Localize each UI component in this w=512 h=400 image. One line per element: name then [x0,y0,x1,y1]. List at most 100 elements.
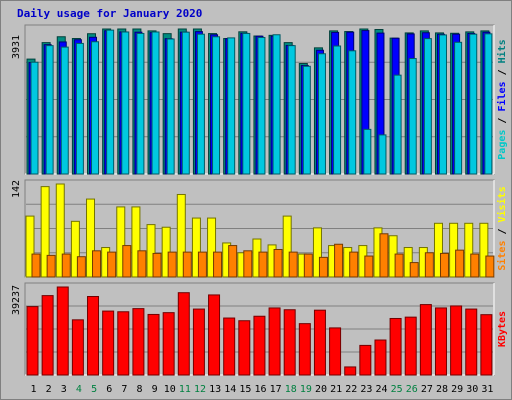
bar-kbytes-day-10 [162,312,175,376]
bar-visits-day-1 [25,215,35,278]
bar-pages-day-14 [227,37,236,175]
x-tick-label-20: 20 [315,384,327,395]
bar-visits-day-11 [176,193,186,278]
x-tick-label-12: 12 [194,384,206,395]
bar-sites-day-30 [470,253,480,278]
x-tick-label-13: 13 [209,384,221,395]
bar-sites-day-12 [197,251,207,278]
bar-sites-day-19 [303,253,313,278]
bar-kbytes-day-16 [253,315,266,376]
bar-kbytes-day-5 [87,296,100,376]
bar-sites-day-27 [424,252,434,278]
bar-visits-day-2 [40,186,50,278]
legend-part: KBytes [497,311,508,347]
y-max-label: 3931 [11,35,22,59]
bar-sites-day-6 [107,251,117,278]
bar-visits-day-20 [312,227,322,278]
bar-sites-day-16 [258,251,268,278]
bar-sites-day-29 [455,249,465,278]
x-tick-label-11: 11 [179,384,191,395]
bar-pages-day-11 [181,31,190,175]
bar-pages-day-23 [363,128,372,175]
bar-kbytes-day-20 [313,309,326,376]
bar-sites-day-1 [31,253,41,278]
bar-pages-day-8 [136,32,145,175]
series-legend-hits-files-pages: Pages / Files / Hits [496,39,508,159]
bar-sites-day-25 [394,253,404,278]
bar-sites-day-4 [76,256,86,278]
legend-part: Visits [496,186,508,222]
bar-sites-day-15 [243,250,253,278]
bar-visits-day-5 [86,198,96,278]
bar-kbytes-day-27 [419,304,432,376]
x-tick-label-4: 4 [76,384,82,395]
bar-pages-day-31 [484,33,493,175]
bar-sites-day-17 [273,248,283,278]
bar-kbytes-day-3 [56,286,69,376]
legend-part: / [497,222,508,240]
bar-sites-day-24 [379,233,389,278]
bar-kbytes-day-7 [117,311,130,376]
bar-kbytes-day-22 [344,366,357,376]
bar-visits-day-3 [55,183,65,278]
bar-pages-day-27 [423,38,432,175]
bar-pages-day-26 [408,58,417,175]
bar-kbytes-day-28 [434,307,447,376]
bar-kbytes-day-9 [147,313,160,376]
bar-pages-day-1 [30,61,39,175]
bar-pages-day-15 [242,32,251,175]
legend-part: Files [496,81,508,111]
bar-kbytes-day-24 [374,339,387,376]
x-tick-label-1: 1 [31,384,37,395]
y-max-label: 39237 [11,285,22,315]
x-tick-label-26: 26 [406,384,418,395]
bar-pages-day-7 [121,31,130,175]
x-tick-label-18: 18 [285,384,297,395]
x-tick-label-21: 21 [330,384,342,395]
bar-visits-day-7 [116,206,126,278]
bar-kbytes-day-12 [192,308,205,376]
bar-sites-day-23 [364,255,374,278]
bar-sites-day-10 [167,251,177,278]
bar-visits-day-9 [146,224,156,278]
bar-visits-day-18 [282,215,292,278]
x-tick-label-31: 31 [481,384,493,395]
bar-pages-day-17 [272,34,281,175]
bar-sites-day-7 [122,245,132,278]
x-tick-label-28: 28 [436,384,448,395]
bar-kbytes-day-14 [223,317,236,376]
bar-sites-day-8 [137,250,147,278]
x-tick-label-24: 24 [376,384,388,395]
bar-pages-day-20 [317,53,326,175]
bar-sites-day-3 [61,253,71,278]
x-tick-label-30: 30 [466,384,478,395]
bar-pages-day-18 [287,45,296,175]
bar-sites-day-21 [334,243,344,278]
bar-sites-day-13 [213,251,223,278]
bar-pages-day-30 [469,33,478,175]
x-tick-label-2: 2 [46,384,52,395]
bar-pages-day-10 [166,38,175,175]
bar-sites-day-2 [46,254,56,278]
bar-sites-day-26 [409,262,419,278]
bar-sites-day-5 [92,250,102,278]
bar-pages-day-16 [257,37,266,175]
bar-visits-day-13 [207,217,217,278]
bar-pages-day-28 [438,34,447,175]
x-tick-label-19: 19 [300,384,312,395]
bar-kbytes-day-23 [359,344,372,376]
bar-kbytes-day-1 [26,306,39,376]
bar-pages-day-9 [151,31,160,175]
x-tick-label-9: 9 [152,384,158,395]
series-legend-visits-sites: Sites / Visits [496,186,508,270]
bar-visits-day-12 [191,217,201,278]
legend-part: Sites [496,241,508,271]
x-tick-label-22: 22 [345,384,357,395]
bar-sites-day-9 [152,252,162,278]
x-tick-label-16: 16 [254,384,266,395]
y-max-label: 142 [11,180,22,198]
bar-kbytes-day-29 [450,305,463,376]
bar-pages-day-22 [348,50,357,175]
bar-kbytes-day-13 [208,294,221,376]
